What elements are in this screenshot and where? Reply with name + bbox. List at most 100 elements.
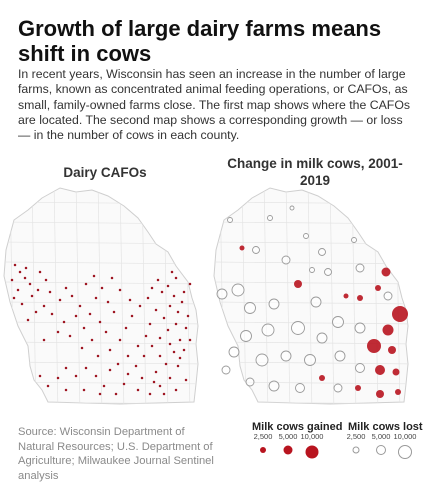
cafo-dot xyxy=(82,326,86,330)
county-border-line xyxy=(53,188,59,404)
cafo-dot xyxy=(166,328,170,332)
cafo-dot xyxy=(18,270,22,274)
cafo-dot xyxy=(162,392,166,396)
county-cows-lost-circle xyxy=(333,383,343,393)
cafo-dot xyxy=(176,364,180,368)
cafo-dot xyxy=(126,372,130,376)
cafo-dot xyxy=(176,310,180,314)
cafo-dot xyxy=(80,346,84,350)
county-cows-lost-circle xyxy=(255,353,269,367)
county-cows-lost-circle xyxy=(245,377,255,387)
cafo-dot xyxy=(16,288,20,292)
county-cows-lost-circle xyxy=(268,298,280,310)
legend-lost-circle-medium xyxy=(376,445,386,455)
county-cows-gained-circle xyxy=(388,346,396,354)
cafo-dot xyxy=(24,266,28,270)
cafo-dot xyxy=(62,320,66,324)
cafo-dot xyxy=(168,376,172,380)
cafo-dot xyxy=(50,312,54,316)
county-border-line xyxy=(119,188,125,404)
cafo-dot xyxy=(94,374,98,378)
cafo-dot xyxy=(98,320,102,324)
cafo-dot xyxy=(88,312,92,316)
cafo-dot xyxy=(188,282,192,286)
county-border-line xyxy=(241,188,247,404)
cafo-dot xyxy=(102,384,106,388)
cafo-dot xyxy=(168,304,172,308)
county-border-line xyxy=(285,188,291,404)
county-border-line xyxy=(214,321,408,325)
county-cows-gained-circle xyxy=(375,285,381,291)
county-cows-gained-circle xyxy=(343,293,349,299)
county-cows-gained-circle xyxy=(381,267,391,277)
county-border-line xyxy=(4,281,198,285)
cafo-dot xyxy=(184,378,188,382)
county-cows-lost-circle xyxy=(303,233,309,239)
cafo-dot xyxy=(114,392,118,396)
county-cows-lost-circle xyxy=(291,321,305,335)
county-cows-lost-circle xyxy=(227,217,233,223)
cafo-dot xyxy=(48,290,52,294)
cafo-dot xyxy=(168,342,172,346)
county-border-line xyxy=(4,321,198,325)
cafo-dot xyxy=(20,302,24,306)
cafo-dot xyxy=(158,354,162,358)
cafo-dot xyxy=(174,322,178,326)
cafo-dot xyxy=(42,304,46,308)
county-border-line xyxy=(4,341,198,345)
legend-gain-circle-large xyxy=(305,445,319,459)
cafo-dot xyxy=(156,278,160,282)
cafo-dot xyxy=(38,374,42,378)
county-cows-lost-circle xyxy=(316,332,328,344)
county-cows-gained-circle xyxy=(355,385,361,391)
cafo-dot xyxy=(172,294,176,298)
county-cows-gained-circle xyxy=(392,368,400,376)
cafo-dot xyxy=(144,334,148,338)
cafo-dot xyxy=(142,354,146,358)
county-cows-lost-circle xyxy=(355,263,365,273)
cafo-dot xyxy=(178,338,182,342)
cafo-dot xyxy=(124,326,128,330)
county-border-line xyxy=(214,361,408,365)
cafo-dot xyxy=(12,296,16,300)
cafo-dot xyxy=(186,314,190,318)
cafo-dot xyxy=(36,288,40,292)
cafo-dot xyxy=(128,298,132,302)
cafo-dot xyxy=(130,314,134,318)
cafo-dot xyxy=(122,382,126,386)
county-cows-lost-circle xyxy=(295,383,305,393)
cafo-dot xyxy=(118,288,122,292)
cafo-dot xyxy=(160,290,164,294)
county-border-line xyxy=(75,188,81,404)
cafo-dot xyxy=(46,384,50,388)
cafo-dot xyxy=(108,368,112,372)
cafo-dot xyxy=(152,380,156,384)
county-cows-lost-circle xyxy=(318,248,326,256)
legend-gain-value-2: 5,000 xyxy=(279,432,298,441)
cafo-dot xyxy=(106,300,110,304)
cafo-dot xyxy=(182,348,186,352)
cafo-dot xyxy=(110,276,114,280)
cafo-dot xyxy=(68,334,72,338)
county-cows-gained-circle xyxy=(375,365,385,375)
cafo-dot xyxy=(13,263,17,267)
county-border-line xyxy=(31,188,37,404)
cafo-dot xyxy=(172,350,176,354)
county-cows-gained-circle xyxy=(294,280,302,288)
cafo-dot xyxy=(90,338,94,342)
county-cows-lost-circle xyxy=(280,350,292,362)
county-cows-lost-circle xyxy=(231,283,245,297)
legend-lost-circle-large xyxy=(398,445,412,459)
county-cows-gained-circle xyxy=(357,295,363,301)
legend-lost-value-1: 2,500 xyxy=(347,432,366,441)
county-cows-lost-circle xyxy=(351,237,357,243)
cafo-dot xyxy=(112,310,116,314)
cafo-dot xyxy=(38,270,42,274)
county-border-line xyxy=(418,180,422,415)
cafo-dot xyxy=(92,274,96,278)
cafo-dot xyxy=(174,388,178,392)
cafo-dot xyxy=(136,344,140,348)
cafo-dot xyxy=(148,322,152,326)
cafo-dot xyxy=(146,296,150,300)
cafo-dot xyxy=(166,284,170,288)
